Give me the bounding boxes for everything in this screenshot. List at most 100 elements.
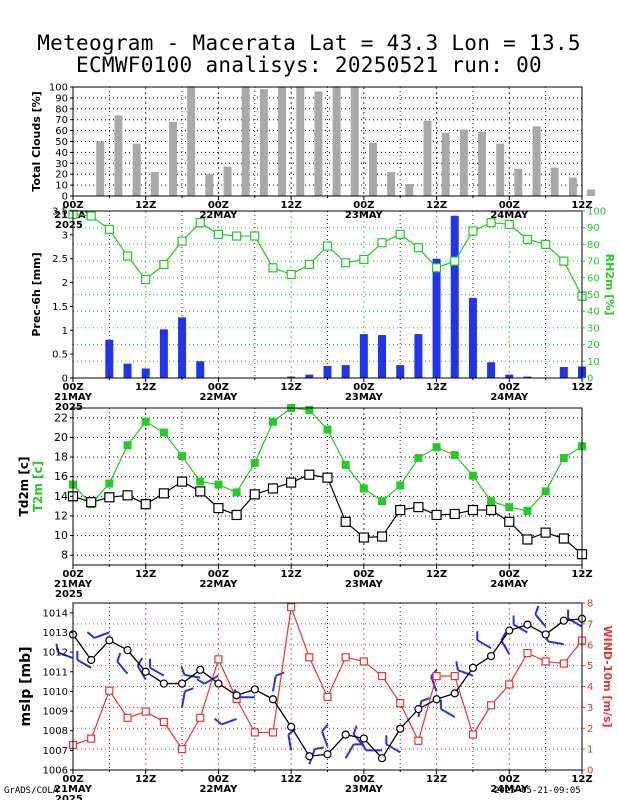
cloud-bar xyxy=(568,177,577,196)
precip-bar xyxy=(359,334,368,378)
x-tick-label: 12Z xyxy=(281,200,302,211)
y-axis-label-t2m: T2m [c] xyxy=(31,461,45,512)
mslp-marker xyxy=(432,695,441,704)
cloud-bar xyxy=(478,131,487,196)
y-tick-label: 8 xyxy=(61,549,68,562)
y2-tick-label: 7 xyxy=(587,619,593,630)
x-date-label: 21MAY xyxy=(54,392,93,403)
x-tick-label: 12Z xyxy=(426,382,447,393)
y-tick-label: 20 xyxy=(54,431,68,444)
wind-marker xyxy=(523,648,532,658)
wind-barb-flag xyxy=(455,661,459,671)
t2m-marker xyxy=(141,417,150,426)
y-tick-label: 16 xyxy=(54,470,68,483)
x-tick-label: 12Z xyxy=(426,200,447,211)
td2m-marker xyxy=(486,504,497,516)
y-tick-label: 2 xyxy=(62,278,68,289)
y-axis-label-td2m: Td2m [c] xyxy=(17,457,31,517)
x-date-label: 22MAY xyxy=(199,210,238,221)
td2m-marker xyxy=(267,483,279,494)
x-year-label: 2025 xyxy=(55,589,83,600)
x-tick-label: 00Z xyxy=(208,569,229,580)
cloud-bar xyxy=(550,167,559,196)
y-tick-label: 1012 xyxy=(43,648,68,659)
x-tick-label: 00Z xyxy=(499,569,520,580)
wind-barb-shaft xyxy=(221,717,237,726)
x-date-label: 24MAY xyxy=(490,392,529,403)
wind-barb-shaft xyxy=(287,734,293,751)
y-tick-label: 20 xyxy=(55,170,68,181)
y-tick-label: 0.5 xyxy=(52,350,68,361)
rh-marker xyxy=(322,241,333,251)
mslp-marker xyxy=(177,679,187,688)
t2m-marker xyxy=(178,452,187,461)
rh-marker xyxy=(341,258,351,268)
x-tick-label: 12Z xyxy=(135,382,156,393)
x-date-label: 23MAY xyxy=(345,210,384,221)
mslp-marker xyxy=(377,754,387,763)
wind-barb-flag xyxy=(55,643,59,653)
y-tick-label: 80 xyxy=(55,104,68,115)
td2m-marker xyxy=(86,497,97,508)
t2m-marker xyxy=(505,503,514,512)
wind-marker xyxy=(559,659,568,668)
cloud-bar xyxy=(223,166,232,196)
t2m-marker xyxy=(268,417,277,426)
td2m-marker xyxy=(213,502,224,514)
x-date-label: 21MAY xyxy=(54,579,93,590)
rh-marker xyxy=(468,226,478,236)
y2-tick-label: 70 xyxy=(587,257,600,268)
wind-marker xyxy=(105,686,114,695)
cloud-bar xyxy=(350,87,359,196)
rh-marker xyxy=(268,263,278,273)
precip-bar xyxy=(414,334,423,378)
x-tick-label: 12Z xyxy=(571,569,592,580)
rh-marker xyxy=(304,259,314,270)
y-tick-label: 70 xyxy=(55,115,68,126)
t2m-marker xyxy=(468,471,477,480)
mslp-marker xyxy=(250,685,259,694)
wind-barb-flag xyxy=(352,725,358,735)
precip-bar xyxy=(287,376,296,378)
rh-marker xyxy=(250,231,260,241)
x-tick-label: 00Z xyxy=(353,774,374,785)
td2m-marker xyxy=(504,516,515,527)
precip-bar xyxy=(505,374,514,378)
x-date-label: 22MAY xyxy=(199,579,238,590)
x-date-label: 23MAY xyxy=(345,579,384,590)
t2m-marker xyxy=(414,454,423,463)
x-date-label: 21MAY xyxy=(54,784,93,795)
wind-barb-shaft xyxy=(547,640,564,646)
y2-tick-label: 6 xyxy=(587,640,593,651)
mslp-marker xyxy=(232,691,241,700)
t2m-marker xyxy=(323,425,332,434)
y-tick-label: 1.5 xyxy=(52,302,68,313)
td2m-marker xyxy=(122,490,133,501)
x-date-label: 22MAY xyxy=(199,392,238,403)
wind-barb-shaft xyxy=(116,660,129,675)
wind-barb-shaft xyxy=(321,731,329,747)
y-tick-label: 1008 xyxy=(43,726,68,737)
mslp-marker xyxy=(287,722,296,731)
x-year-label: 2025 xyxy=(55,402,83,413)
title-line-1: Meteogram - Macerata Lat = 43.3 Lon = 13… xyxy=(37,31,581,55)
y-axis-label-precip: Prec-6h [mm] xyxy=(30,252,43,336)
precip-bar xyxy=(396,365,405,378)
y2-tick-label: 10 xyxy=(587,357,600,368)
x-date-label: 24MAY xyxy=(490,210,529,221)
x-tick-label: 12Z xyxy=(281,569,302,580)
x-date-label: 22MAY xyxy=(199,784,238,795)
cloud-bar xyxy=(368,142,377,196)
cloud-bar xyxy=(459,129,468,196)
wind-marker xyxy=(268,728,278,737)
wind-barb-shaft xyxy=(457,669,474,677)
t2m-marker xyxy=(432,443,441,452)
t2m-marker xyxy=(232,488,241,497)
mslp-marker xyxy=(468,663,478,672)
precip-bar xyxy=(559,367,568,378)
x-tick-label: 12Z xyxy=(135,569,156,580)
rh-marker xyxy=(377,238,387,248)
y-tick-label: 1013 xyxy=(43,628,68,639)
y2-axis-label-wind: WIND-10m [m/s] xyxy=(601,625,614,727)
x-tick-label: 00Z xyxy=(62,569,83,580)
